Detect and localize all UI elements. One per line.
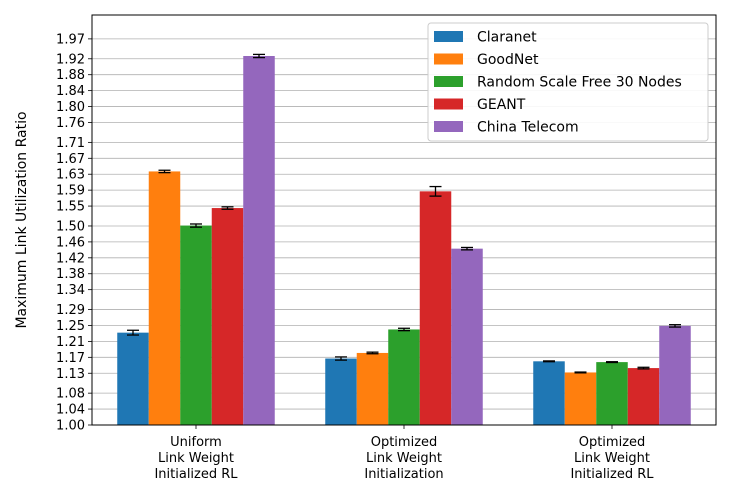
legend-label: Random Scale Free 30 Nodes: [477, 75, 682, 91]
y-tick-label: 1.97: [56, 32, 85, 47]
y-tick-label: 1.84: [56, 84, 85, 99]
legend-swatch: [434, 121, 463, 132]
y-tick-label: 1.42: [56, 251, 85, 266]
y-tick-label: 1.88: [56, 68, 85, 83]
bar: [627, 368, 660, 425]
y-tick-label: 1.46: [56, 235, 85, 250]
y-tick-label: 1.29: [56, 303, 85, 318]
legend-label: GEANT: [477, 97, 526, 113]
legend-swatch: [434, 76, 463, 87]
legend-box: [427, 22, 709, 142]
bar: [180, 225, 212, 425]
y-tick-label: 1.59: [56, 184, 85, 199]
y-tick-label: 1.92: [56, 52, 85, 67]
y-tick-label: 1.00: [56, 419, 85, 434]
plot-frame: [91, 14, 717, 426]
y-tick-label: 1.50: [56, 219, 85, 234]
bar: [564, 372, 597, 425]
y-tick-label: 1.63: [56, 168, 85, 183]
y-tick-label: 1.71: [56, 136, 85, 151]
axes: 1.001.041.08 1.131.171.211.251.29 1.341.38…: [56, 14, 717, 482]
bar: [451, 248, 483, 425]
bars: [117, 53, 691, 425]
bar: [325, 358, 357, 425]
y-tick-label: 1.38: [56, 267, 85, 282]
y-tick-label: 1.34: [56, 283, 85, 298]
legend-swatch: [434, 53, 463, 65]
bar: [388, 329, 420, 425]
y-tick-label: 1.55: [56, 200, 85, 215]
y-tick-label: 1.08: [56, 387, 85, 402]
bar: [659, 325, 691, 425]
bar: [148, 171, 181, 425]
bar: [211, 208, 244, 425]
legend-label: China Telecom: [477, 120, 579, 136]
bar: [117, 332, 149, 425]
y-axis-title: Maximum Link Utilization Ratio: [14, 111, 30, 328]
y-tick-label: 1.13: [56, 367, 85, 382]
y-tick-label: 1.80: [56, 100, 85, 115]
bar: [356, 352, 389, 425]
legend-swatch: [434, 31, 463, 42]
legend-swatch: [434, 98, 463, 110]
legend: Claranet GoodNet Random Scale Free 30 Node…: [427, 22, 709, 142]
y-tick-label: 1.21: [56, 335, 85, 350]
bar: [596, 362, 628, 425]
y-tick-label: 1.67: [56, 152, 85, 167]
y-tick-label: 1.17: [56, 351, 85, 366]
y-tick-label: 1.04: [56, 403, 85, 418]
bar: [419, 191, 452, 425]
y-tick-label: 1.76: [56, 116, 85, 131]
x-tick-label: Uniform Link Weight Initialized RL: [154, 435, 238, 482]
x-tick-label: Optimized Link Weight Initialization: [364, 435, 443, 482]
legend-label: GoodNet: [477, 52, 539, 68]
legend-label: Claranet: [477, 30, 537, 46]
bar: [533, 361, 565, 425]
y-tick-label: 1.25: [56, 319, 85, 334]
bar: [243, 56, 275, 425]
x-tick-label: Optimized Link Weight Initialized RL: [570, 435, 654, 482]
